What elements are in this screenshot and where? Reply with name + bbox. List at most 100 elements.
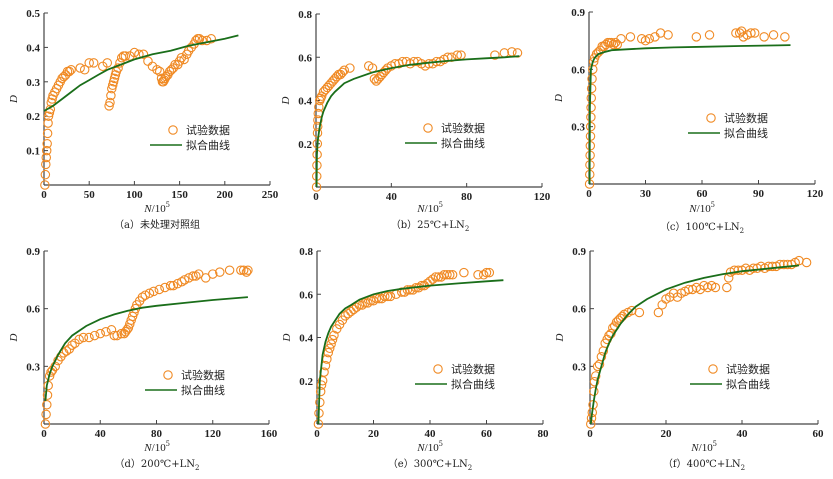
data-point bbox=[112, 330, 122, 341]
y-tick-label: 0.3 bbox=[571, 122, 585, 134]
data-point bbox=[312, 121, 323, 132]
data-point bbox=[391, 289, 401, 299]
y-tick-label: 0.6 bbox=[299, 289, 313, 301]
data-point bbox=[42, 138, 52, 149]
data-point bbox=[723, 273, 734, 283]
x-tick-label: 80 bbox=[538, 428, 550, 440]
data-point bbox=[215, 267, 225, 277]
data-point bbox=[343, 308, 353, 319]
panel-caption: （d）200℃+LN2 bbox=[115, 458, 200, 472]
x-axis-label: N/105 bbox=[416, 439, 442, 454]
legend-label-data: 试验数据 bbox=[726, 362, 770, 376]
data-point bbox=[78, 332, 89, 343]
data-point bbox=[154, 284, 165, 295]
data-point bbox=[436, 272, 447, 282]
data-point bbox=[442, 270, 452, 280]
data-point bbox=[329, 330, 339, 341]
data-point bbox=[95, 328, 106, 339]
data-point bbox=[653, 307, 664, 318]
data-point bbox=[104, 101, 114, 111]
y-tick-label: 0.4 bbox=[26, 42, 40, 54]
legend-label-data: 试验数据 bbox=[441, 121, 485, 135]
x-tick-label: 120 bbox=[205, 428, 222, 440]
data-point bbox=[109, 330, 120, 341]
data-point bbox=[241, 267, 252, 277]
data-point bbox=[587, 74, 597, 84]
legend-label-data: 试验数据 bbox=[724, 111, 768, 125]
data-point bbox=[408, 285, 418, 295]
data-point bbox=[801, 257, 812, 268]
data-point bbox=[101, 326, 111, 337]
data-point bbox=[172, 278, 183, 289]
data-point bbox=[433, 272, 444, 282]
x-tick-label: 60 bbox=[481, 428, 493, 440]
legend-label-fit: 拟合曲线 bbox=[441, 136, 485, 150]
data-point bbox=[40, 419, 51, 429]
chart-panel-a: 0 50 100 150 200 250 0.1 0.2 0.3 0.4 0.5 D N/105 （a）未… bbox=[8, 8, 279, 231]
data-point bbox=[644, 34, 655, 44]
data-point bbox=[729, 265, 740, 275]
x-tick-label: 60 bbox=[697, 188, 709, 200]
chart-panel-f: 0 20 40 60 0.3 0.6 0.9 D N/105 （f）400℃+LN2 试验数据拟合曲… bbox=[554, 246, 824, 472]
data-point bbox=[586, 83, 597, 94]
data-point bbox=[616, 34, 626, 44]
y-tick-label: 0.9 bbox=[26, 246, 40, 258]
data-point bbox=[478, 270, 489, 280]
data-point bbox=[105, 97, 115, 108]
data-point bbox=[473, 270, 483, 280]
data-point bbox=[586, 112, 596, 122]
fit-curve-line bbox=[315, 55, 520, 188]
data-point bbox=[382, 291, 393, 302]
data-point bbox=[357, 300, 367, 310]
chart-panel-c: 0 30 60 90 120 0.3 0.6 0.9 D N/105 （c）100℃+LN2 试验数据… bbox=[553, 7, 824, 235]
legend-marker-icon bbox=[423, 123, 433, 133]
data-point bbox=[67, 340, 77, 350]
series-experimental-data bbox=[313, 267, 495, 429]
data-point bbox=[722, 282, 732, 293]
data-point bbox=[84, 58, 94, 68]
x-tick-label: 120 bbox=[807, 188, 824, 200]
chart-panel-d: 0 40 80 120 160 0.3 0.6 0.9 D N/105 （d）200℃+LN2 试验数… bbox=[8, 246, 278, 472]
y-tick-label: 0.8 bbox=[299, 246, 313, 258]
y-axis-label: D bbox=[281, 333, 293, 342]
x-tick-label: 160 bbox=[261, 428, 278, 440]
data-point bbox=[42, 400, 52, 410]
data-point bbox=[360, 298, 370, 308]
data-point bbox=[186, 42, 197, 53]
x-tick-label: 40 bbox=[95, 428, 107, 440]
data-point bbox=[313, 115, 323, 125]
x-axis-label: N/105 bbox=[416, 200, 442, 215]
data-point bbox=[354, 300, 365, 310]
y-tick-label: 0.3 bbox=[572, 361, 586, 373]
legend-marker-icon bbox=[168, 125, 178, 135]
data-point bbox=[106, 325, 117, 335]
data-point bbox=[337, 67, 348, 78]
data-point bbox=[42, 128, 53, 139]
x-tick-label: 20 bbox=[661, 428, 673, 440]
data-point bbox=[168, 280, 179, 291]
data-point bbox=[586, 93, 597, 103]
data-point bbox=[445, 270, 455, 280]
data-point bbox=[160, 282, 170, 293]
data-point bbox=[40, 180, 50, 190]
y-tick-label: 0.2 bbox=[299, 376, 313, 388]
x-tick-label: 250 bbox=[262, 189, 279, 201]
x-tick-label: 20 bbox=[368, 428, 380, 440]
x-axis-label: N/105 bbox=[143, 439, 169, 454]
series-experimental-data bbox=[584, 26, 790, 189]
data-point bbox=[430, 272, 441, 282]
data-point bbox=[191, 271, 201, 281]
data-point bbox=[75, 63, 85, 73]
data-point bbox=[238, 265, 249, 275]
data-point bbox=[625, 32, 636, 42]
data-point bbox=[148, 286, 159, 297]
data-point bbox=[374, 293, 384, 304]
x-tick-label: 40 bbox=[425, 428, 437, 440]
data-point bbox=[140, 290, 151, 300]
data-point bbox=[197, 35, 207, 46]
data-point bbox=[84, 332, 94, 343]
fit-curve-line bbox=[43, 34, 239, 112]
data-point bbox=[188, 271, 198, 281]
